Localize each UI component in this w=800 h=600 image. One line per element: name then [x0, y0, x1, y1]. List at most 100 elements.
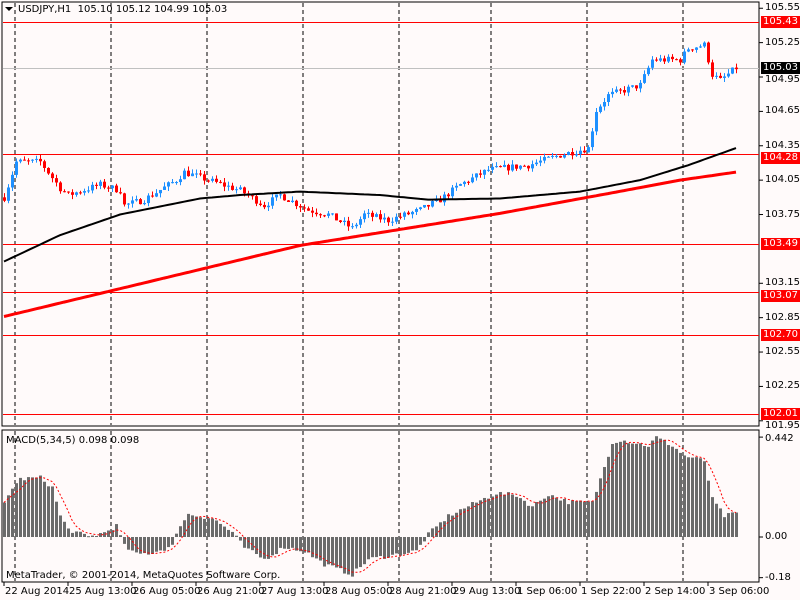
macd-histogram-bar: [687, 457, 690, 537]
macd-histogram-bar: [323, 537, 326, 567]
macd-histogram-bar: [123, 537, 126, 544]
bull-candle: [147, 195, 150, 204]
macd-histogram-bar: [287, 537, 290, 549]
y-axis-label: 102.25: [765, 380, 800, 392]
bull-candle: [607, 94, 610, 103]
bear-candle: [67, 191, 70, 193]
level-price-label: 103.07: [761, 289, 800, 302]
macd-histogram-bar: [219, 523, 222, 537]
macd-histogram-bar: [607, 456, 610, 537]
macd-histogram-bar: [575, 501, 578, 537]
macd-histogram-bar: [255, 537, 258, 555]
x-axis-label: 28 Aug 21:00: [389, 586, 457, 597]
bear-candle: [255, 196, 258, 204]
macd-histogram-bar: [95, 536, 98, 538]
bull-candle: [291, 200, 294, 202]
macd-histogram-bar: [543, 498, 546, 537]
bull-candle: [135, 199, 138, 201]
macd-histogram-bar: [611, 444, 614, 537]
macd-histogram-bar: [211, 518, 214, 537]
bull-candle: [431, 201, 434, 207]
macd-histogram-bar: [183, 520, 186, 537]
macd-histogram-bar: [459, 509, 462, 537]
macd-histogram-bar: [335, 537, 338, 568]
macd-histogram-bar: [527, 505, 530, 537]
bear-candle: [63, 191, 66, 193]
macd-histogram-bar: [679, 452, 682, 537]
macd-histogram-bar: [467, 506, 470, 537]
macd-histogram-bar: [411, 537, 414, 551]
macd-histogram-bar: [627, 443, 630, 537]
bull-candle: [643, 74, 646, 83]
macd-histogram-bar: [75, 531, 78, 537]
macd-histogram-bar: [691, 457, 694, 537]
macd-histogram-bar: [71, 532, 74, 537]
bull-candle: [443, 194, 446, 203]
macd-panel-frame: [1, 429, 760, 583]
y-axis-label: 104.95: [765, 74, 800, 86]
macd-histogram-bar: [579, 500, 582, 537]
macd-histogram-bar: [331, 537, 334, 566]
macd-histogram-bar: [655, 436, 658, 537]
bull-candle: [367, 212, 370, 214]
macd-histogram-bar: [723, 517, 726, 537]
macd-histogram-bar: [639, 443, 642, 537]
macd-histogram-bar: [139, 537, 142, 554]
bear-candle: [479, 173, 482, 175]
bull-candle: [667, 56, 670, 62]
macd-histogram-bar: [439, 522, 442, 537]
macd-histogram-bar: [703, 461, 706, 537]
bull-candle: [535, 162, 538, 165]
bull-candle: [127, 203, 130, 205]
macd-histogram-bar: [27, 477, 30, 537]
bear-candle: [527, 165, 530, 169]
bull-candle: [391, 221, 394, 223]
bear-candle: [571, 152, 574, 156]
macd-histogram-bar: [127, 537, 130, 550]
macd-histogram-bar: [371, 537, 374, 558]
macd-histogram-bar: [603, 467, 606, 537]
bull-candle: [575, 154, 578, 156]
macd-histogram-bar: [291, 537, 294, 548]
bull-candle: [239, 187, 242, 190]
bear-candle: [583, 150, 586, 153]
macd-signal-value: 0.098: [110, 435, 140, 446]
bull-candle: [83, 191, 86, 193]
macd-histogram-bar: [107, 530, 110, 537]
bull-candle: [567, 152, 570, 155]
level-price-label: 104.28: [761, 152, 800, 165]
bull-candle: [175, 182, 178, 184]
bull-candle: [703, 42, 706, 47]
x-axis-label: 26 Aug 21:00: [197, 586, 265, 597]
dropdown-triangle-icon: [5, 7, 13, 11]
bear-candle: [3, 197, 6, 201]
bull-candle: [603, 102, 606, 107]
macd-name: MACD(5,34,5): [6, 435, 76, 446]
macd-histogram-bar: [631, 443, 634, 537]
bull-candle: [551, 155, 554, 157]
bull-candle: [715, 75, 718, 77]
bull-candle: [463, 181, 466, 185]
bear-candle: [323, 215, 326, 217]
macd-histogram-bar: [551, 495, 554, 537]
macd-axis-label: -0.18: [765, 571, 791, 583]
bull-candle: [731, 67, 734, 74]
bear-candle: [719, 75, 722, 78]
macd-histogram-bar: [39, 475, 42, 537]
macd-histogram-bar: [199, 517, 202, 537]
bear-candle: [231, 185, 234, 190]
macd-histogram-bar: [555, 497, 558, 537]
macd-histogram-bar: [3, 502, 6, 537]
macd-histogram-bar: [303, 537, 306, 553]
macd-histogram-bar: [559, 500, 562, 537]
bull-candle: [543, 156, 546, 161]
bull-candle: [455, 185, 458, 188]
bear-candle: [623, 90, 626, 93]
bear-candle: [499, 166, 502, 168]
bull-candle: [475, 173, 478, 178]
ohlc-high: 105.12: [115, 4, 151, 15]
level-price-label: 102.01: [761, 407, 800, 420]
copyright: MetaTrader, © 2001-2014, MetaQuotes Soft…: [6, 570, 281, 581]
macd-histogram-bar: [567, 504, 570, 537]
